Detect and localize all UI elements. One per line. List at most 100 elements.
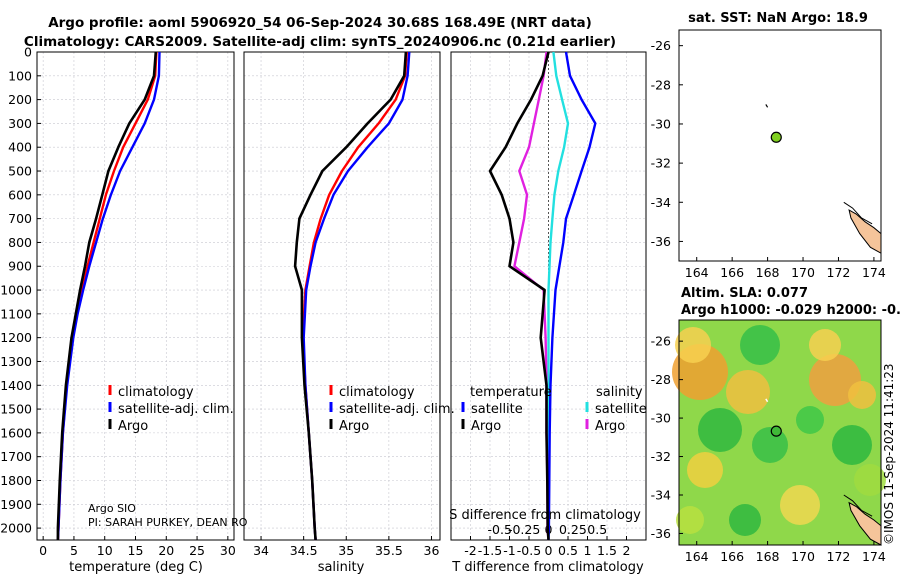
- sla-anomaly-patch: [726, 370, 770, 414]
- depth-tick-label: 400: [8, 140, 32, 155]
- diff-xtick-label: -1: [503, 543, 515, 558]
- salinity-panel: 34 34.5 35 35.5 36 climatology satellite-adj. …: [243, 51, 455, 558]
- sla-ytick-label: -26: [651, 334, 671, 349]
- argo-float-marker-sla: [770, 425, 782, 437]
- legend-label: satellite-adj. clim.: [339, 402, 455, 417]
- sst-ytick-label: -32: [651, 156, 671, 171]
- sst-ytick-label: -26: [651, 38, 671, 53]
- temp-xtick-label: 0: [39, 543, 47, 558]
- sal-frame: [243, 51, 441, 541]
- imos-stamp: ©IMOS 11-Sep-2024 11:41:23: [882, 363, 896, 545]
- sla-xtick-label: 168: [756, 549, 780, 564]
- temp-climatology-line: [56, 51, 158, 541]
- diff-top-tick-label: 0.5: [587, 522, 607, 537]
- diff-legend-title-sal: salinity: [596, 385, 643, 400]
- title-line-2: Climatology: CARS2009. Satellite-adj cli…: [24, 34, 616, 50]
- sst-ytick-label: -28: [651, 77, 671, 92]
- diff-xtick-label: -2: [464, 543, 476, 558]
- sal-xtick-label: 35: [338, 543, 354, 558]
- temp-diff-argo-line: [488, 51, 550, 541]
- sst-xtick-label: 172: [827, 265, 851, 280]
- depth-tick-label: 300: [8, 116, 32, 131]
- temp-xtick-label: 5: [70, 543, 78, 558]
- sla-ytick-label: -28: [651, 372, 671, 387]
- depth-tick-label: 200: [8, 92, 32, 107]
- sla-map-panel: 164 166 168 170 172 174 -26 -28 -30 -32 -34 -36: [651, 319, 886, 564]
- sst-xtick-label: 174: [862, 265, 886, 280]
- sla-ytick-label: -32: [651, 449, 671, 464]
- depth-tick-label: 500: [8, 164, 32, 179]
- island-mark: [765, 104, 769, 108]
- diff-xtick-label: 0.5: [558, 543, 578, 558]
- sst-isobath: [843, 201, 873, 225]
- sla-anomaly-patch: [740, 325, 780, 365]
- depth-tick-label: 1600: [0, 425, 32, 440]
- sla-anomaly-patch: [854, 464, 886, 496]
- legend-label: climatology: [339, 385, 415, 400]
- temperature-panel: 0 5 10 15 20 25 300100200300400500600700800900…: [0, 45, 236, 559]
- sla-anomaly-patch: [796, 406, 824, 434]
- diff-top-tick-label: 0.25: [559, 522, 587, 537]
- depth-tick-label: 1300: [0, 354, 32, 369]
- legend-label: Argo: [339, 419, 369, 434]
- legend-label: climatology: [118, 385, 194, 400]
- diff-top-tick-label: -0.5: [488, 522, 512, 537]
- diff-top-tick-label: -0.25: [508, 522, 540, 537]
- temp-xtick-label: 15: [128, 543, 144, 558]
- sla-ytick-label: -36: [651, 526, 671, 541]
- legend-label: satellite: [595, 402, 647, 417]
- depth-tick-label: 1900: [0, 497, 32, 512]
- sst-ytick-label: -36: [651, 234, 671, 249]
- legend-label: Argo: [595, 419, 625, 434]
- sla-xtick-label: 174: [862, 549, 886, 564]
- sla-anomaly-patch: [780, 485, 820, 525]
- depth-tick-label: 2000: [0, 521, 32, 536]
- depth-tick-label: 900: [8, 259, 32, 274]
- difference-top-xlabel: S difference from climatology: [449, 508, 641, 523]
- sal-xtick-label: 35.5: [375, 543, 403, 558]
- depth-tick-label: 0: [24, 45, 32, 60]
- diff-xtick-label: 1: [584, 543, 592, 558]
- depth-tick-label: 1700: [0, 449, 32, 464]
- diff-xtick-label: 1.5: [597, 543, 617, 558]
- temp-xtick-label: 10: [97, 543, 113, 558]
- temperature-xlabel: temperature (deg C): [69, 560, 203, 575]
- sst-map-title: sat. SST: NaN Argo: 18.9: [688, 11, 868, 26]
- depth-tick-label: 1400: [0, 378, 32, 393]
- sla-ytick-label: -34: [651, 488, 671, 503]
- credit-line-1: Argo SIO: [88, 502, 136, 515]
- temp-xtick-label: 30: [220, 543, 236, 558]
- sst-xtick-label: 168: [756, 265, 780, 280]
- sla-xtick-label: 172: [827, 549, 851, 564]
- temp-xtick-label: 25: [189, 543, 205, 558]
- sla-anomaly-patch: [675, 327, 711, 363]
- sal-argo-line: [293, 51, 408, 541]
- diff-legend-title-temp: temperature: [470, 385, 552, 400]
- sla-anomaly-patch: [676, 506, 704, 534]
- sal-climatology-line: [301, 51, 408, 541]
- sla-anomaly-patch: [832, 425, 872, 465]
- legend-label: Argo: [471, 419, 501, 434]
- sst-ytick-label: -30: [651, 116, 671, 131]
- difference-xlabel: T difference from climatology: [451, 560, 644, 575]
- sal-xtick-label: 34: [253, 543, 269, 558]
- sal-diff-satellite-line: [547, 51, 570, 540]
- diff-xtick-label: 2: [623, 543, 631, 558]
- sst-xtick-label: 166: [720, 265, 744, 280]
- depth-tick-label: 100: [8, 68, 32, 83]
- temp-satellite-line: [56, 51, 161, 541]
- sla-xtick-label: 166: [720, 549, 744, 564]
- sst-map-panel: 164 166 168 170 172 174 -26 -28 -30 -32 -34 -36: [651, 29, 886, 280]
- temp-frame: [36, 51, 235, 541]
- sst-map-frame: [678, 29, 882, 262]
- sla-anomaly-patch: [729, 504, 761, 536]
- difference-panel: -2 -1.5 -1 -0.5 0 0.5 1 1.5 2-0.5-0.25 0 0.25 0.5te…: [450, 51, 647, 558]
- credit-line-2: PI: SARAH PURKEY, DEAN RO: [88, 516, 248, 529]
- temp-diff-satellite-line: [547, 51, 597, 541]
- sla-anomaly-patch: [752, 427, 788, 463]
- sla-anomaly-patch: [687, 452, 723, 488]
- legend-label: satellite: [471, 402, 523, 417]
- sla-anomaly-patch: [698, 408, 742, 452]
- argo-float-marker: [770, 131, 782, 143]
- legend-label: Argo: [118, 419, 148, 434]
